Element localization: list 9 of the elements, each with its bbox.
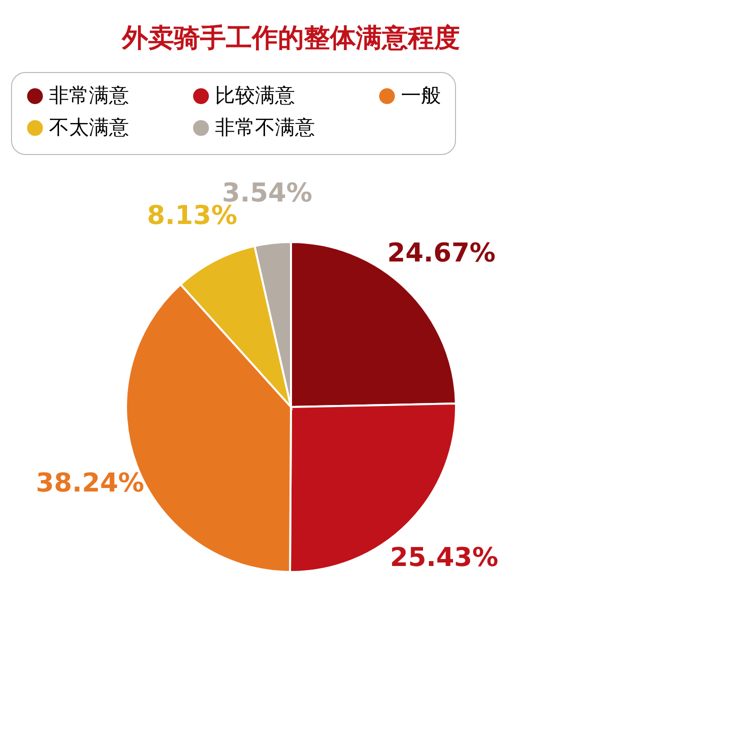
legend-label: 非常不满意 (215, 115, 315, 139)
legend-label: 比较满意 (215, 83, 295, 108)
legend-label: 一般 (401, 83, 441, 108)
chart-title: 外卖骑手工作的整体满意程度 (121, 24, 460, 54)
data-label: 38.24% (36, 468, 144, 498)
legend-label: 非常满意 (49, 83, 129, 108)
data-label: 24.67% (387, 238, 496, 268)
legend-label: 不太满意 (49, 115, 129, 139)
data-label: 25.43% (390, 542, 498, 573)
